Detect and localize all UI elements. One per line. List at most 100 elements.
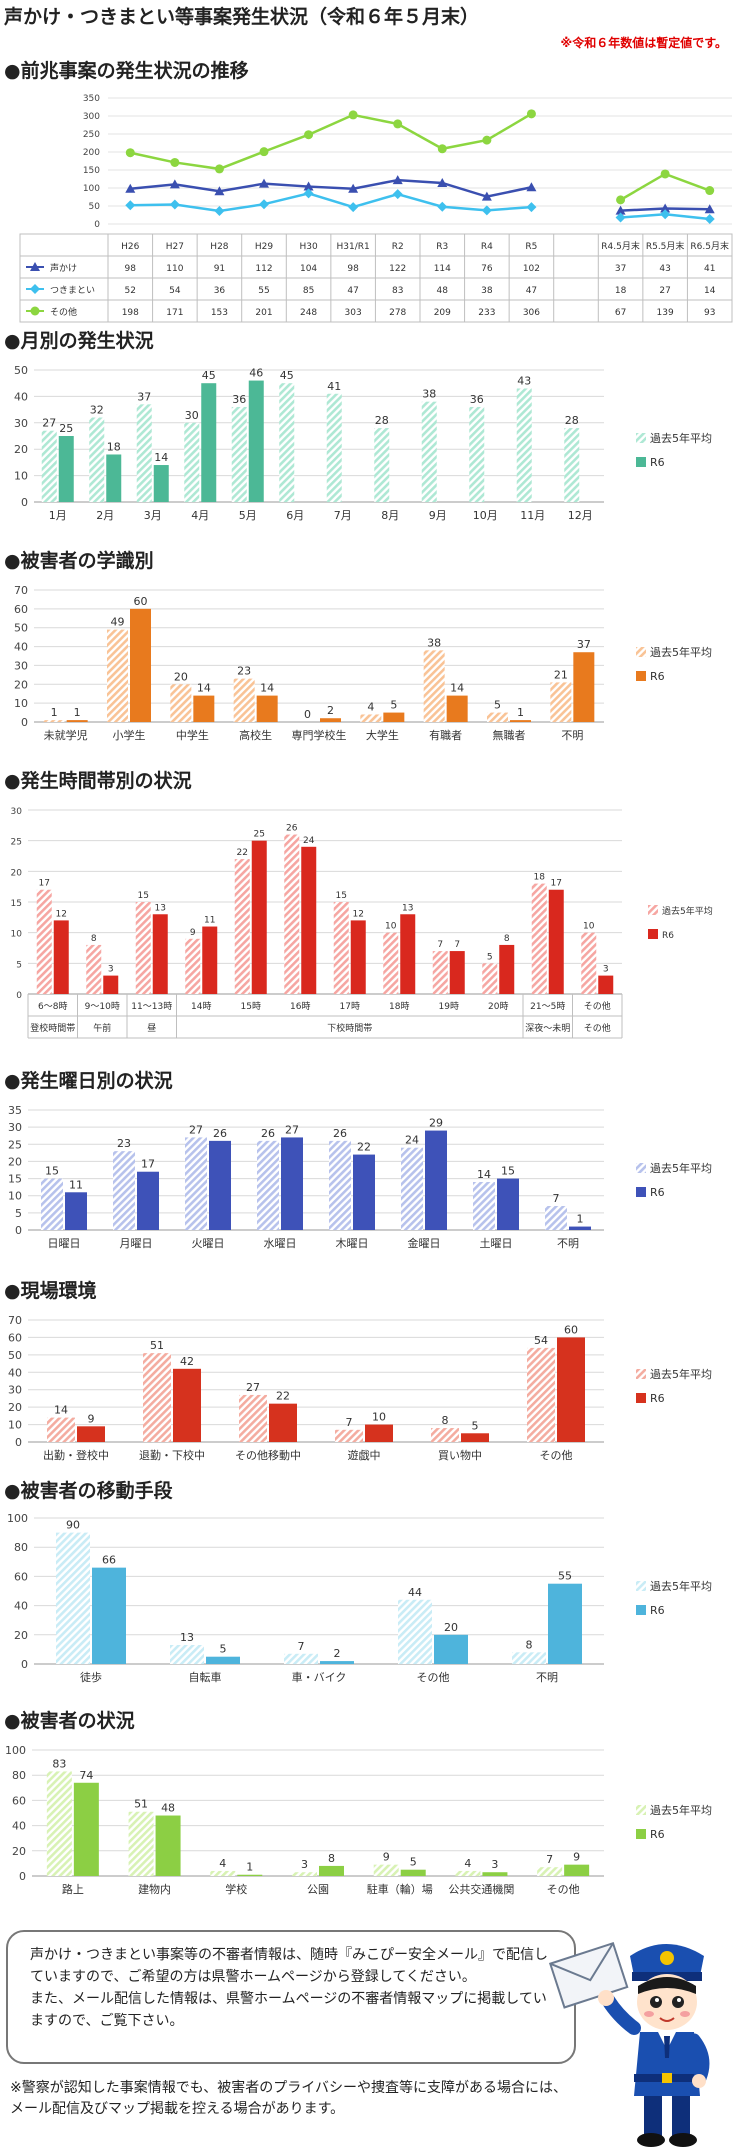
- table-cell: 83: [392, 286, 403, 296]
- data-point: [125, 148, 135, 158]
- y-tick-label: 25: [11, 838, 22, 848]
- bar: [326, 393, 342, 502]
- table-cell: 48: [437, 286, 449, 296]
- bar: [557, 1337, 585, 1442]
- table-cell: 14: [704, 286, 716, 296]
- data-label: 8: [504, 934, 510, 944]
- y-tick-label: 60: [8, 1331, 22, 1344]
- table-cell: 122: [389, 264, 406, 274]
- legend-label: 過去5年平均: [650, 645, 712, 659]
- legend-label: 過去5年平均: [662, 905, 713, 917]
- data-label: 8: [442, 1414, 449, 1427]
- data-label: 8: [328, 1852, 335, 1865]
- police-mascot-icon: [548, 1942, 710, 2147]
- x-tick-label: 12月: [568, 509, 593, 522]
- table-cell: 209: [434, 308, 451, 318]
- legend-label: 過去5年平均: [650, 1579, 712, 1593]
- bar: [155, 1815, 181, 1876]
- data-point: [30, 284, 40, 294]
- y-tick-label: 10: [14, 470, 28, 483]
- data-label: 1: [74, 706, 81, 719]
- table-cell: 43: [659, 264, 670, 274]
- bar: [53, 920, 69, 994]
- bar: [233, 678, 255, 722]
- data-point: [660, 209, 671, 220]
- bar: [512, 1652, 546, 1664]
- x-tick-label: 10月: [473, 509, 498, 522]
- bar: [374, 428, 390, 502]
- x-tick-label: 16時: [290, 1001, 310, 1012]
- table-cell: 91: [214, 264, 225, 274]
- legend-label: R6: [650, 1392, 665, 1405]
- legend-label: 声かけ: [50, 262, 77, 274]
- y-tick-label: 30: [8, 1121, 22, 1134]
- group-label: 昼: [147, 1023, 156, 1034]
- x-tick-label: 日曜日: [48, 1237, 81, 1250]
- data-label: 45: [280, 369, 294, 382]
- data-label: 23: [237, 665, 251, 678]
- data-point: [259, 178, 269, 188]
- data-label: 7: [298, 1640, 305, 1653]
- data-point: [303, 188, 314, 199]
- x-tick-label: 徒歩: [80, 1670, 102, 1684]
- data-point: [437, 177, 448, 187]
- data-label: 10: [583, 922, 595, 932]
- data-label: 14: [477, 1168, 491, 1181]
- table-cell: 76: [481, 264, 493, 274]
- table-header-cell: R4: [481, 242, 493, 252]
- x-tick-label: 15時: [241, 1001, 261, 1012]
- bar: [41, 430, 57, 502]
- section-title-trend: ●前兆事案の発生状況の推移: [4, 60, 249, 82]
- data-point: [214, 164, 224, 174]
- data-point: [393, 119, 403, 129]
- data-label: 14: [260, 682, 274, 695]
- table-cell: 303: [345, 308, 362, 318]
- x-tick-label: 11～13時: [131, 1001, 172, 1012]
- legend-label: R6: [650, 1604, 665, 1617]
- bar: [202, 926, 218, 994]
- data-label: 20: [174, 670, 188, 683]
- data-label: 9: [88, 1412, 95, 1425]
- y-tick-label: 250: [83, 130, 100, 140]
- data-label: 9: [383, 1851, 390, 1864]
- transport-chart: 0 20 40 60 80 100 90 66 徒歩 13 5 自転車 7 2 車・バイク 44 20 その他 8 5…: [7, 1512, 712, 1684]
- x-tick-label: 駐車（輪）場: [367, 1882, 433, 1896]
- y-tick-label: 350: [83, 94, 100, 104]
- data-label: 24: [303, 836, 315, 846]
- y-tick-label: 20: [8, 1155, 22, 1168]
- table-cell: 248: [300, 308, 317, 318]
- data-label: 17: [141, 1158, 155, 1171]
- data-label: 74: [79, 1769, 93, 1782]
- notice-line-2: また、メール配信した情報は、県警ホームページの不審者情報マップに掲載していますの…: [30, 1991, 547, 2029]
- table-cell: 104: [300, 264, 317, 274]
- y-tick-label: 20: [12, 1845, 26, 1858]
- notice-box: 声かけ・つきまとい事案等の不審者情報は、随時『みこぴー安全メール』で配信していま…: [6, 1930, 576, 2064]
- data-label: 11: [204, 916, 215, 926]
- bar: [237, 1874, 263, 1876]
- bar: [185, 938, 201, 994]
- series-line: [130, 178, 532, 198]
- data-label: 5: [494, 699, 501, 712]
- bar: [137, 1171, 159, 1230]
- data-label: 90: [66, 1519, 80, 1532]
- bar: [537, 1867, 563, 1876]
- data-label: 37: [577, 638, 591, 651]
- y-tick-label: 0: [21, 716, 28, 729]
- bar: [89, 417, 105, 502]
- data-label: 8: [526, 1638, 533, 1651]
- data-point: [304, 130, 314, 140]
- bar: [516, 388, 532, 502]
- legend-label: R6: [662, 931, 674, 941]
- table-cell: 37: [615, 264, 626, 274]
- y-tick-label: 60: [14, 1570, 28, 1583]
- data-point: [348, 202, 359, 213]
- data-label: 17: [551, 879, 562, 889]
- data-label: 13: [155, 903, 166, 913]
- bar: [153, 465, 169, 502]
- x-tick-label: 車・バイク: [292, 1670, 347, 1684]
- bar: [113, 1151, 135, 1230]
- bar: [47, 1417, 75, 1442]
- section-title-place: ●現場環境: [4, 1280, 97, 1302]
- y-tick-label: 70: [8, 1314, 22, 1327]
